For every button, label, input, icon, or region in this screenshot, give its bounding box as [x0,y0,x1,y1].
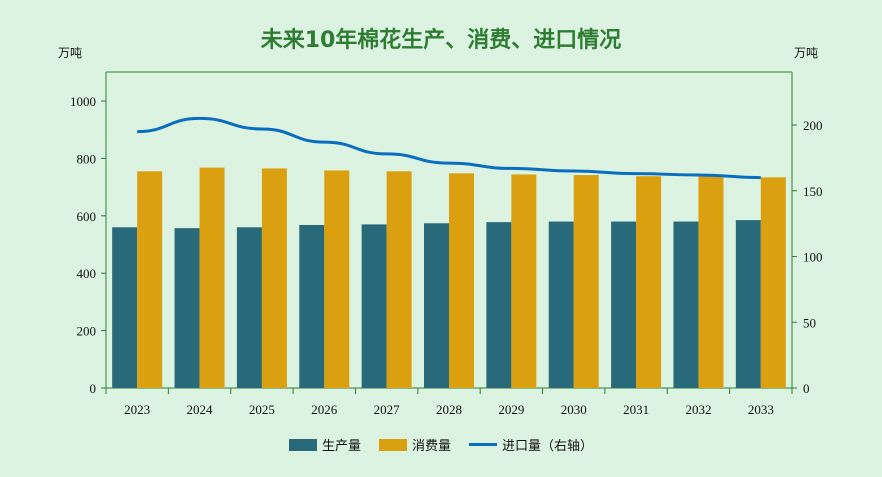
line-imports [137,116,761,180]
right-axis-unit: 万吨 [794,46,819,60]
bar-consumption [261,168,287,388]
bar-production [735,220,761,388]
x-tick-label: 2033 [748,402,774,417]
legend-item-production: 生产量 [288,435,361,454]
bar-production [361,224,387,388]
x-tick-label: 2024 [187,402,214,417]
bar-production [174,228,200,388]
legend-swatch-production [288,438,317,451]
bar-consumption [760,177,786,388]
x-tick-label: 2026 [311,402,338,417]
left-tick-label: 400 [77,266,97,281]
legend-swatch-consumption [378,438,407,451]
legend-label-consumption: 消费量 [411,439,451,454]
bar-production [486,222,512,388]
left-tick-label: 800 [77,151,97,166]
right-tick-label: 200 [803,118,823,133]
left-tick-label: 1000 [70,94,96,109]
chart-title: 未来10年棉花生产、消费、进口情况 [260,28,622,53]
bar-consumption [636,176,662,388]
x-tick-label: 2025 [249,402,275,417]
bar-production [299,224,325,388]
left-tick-label: 200 [77,324,97,339]
left-axis-unit: 万吨 [58,46,83,60]
bar-consumption [386,171,412,388]
right-tick-label: 150 [803,184,823,199]
x-tick-label: 2031 [623,402,649,417]
legend: 生产量 消费量 进口量（右轴） [0,435,882,454]
bar-production [424,223,449,388]
x-tick-label: 2028 [436,402,462,417]
left-tick-label: 0 [90,381,97,396]
bar-production [548,221,574,388]
x-tick-label: 2030 [561,402,587,417]
x-tick-label: 2023 [124,402,150,417]
legend-item-consumption: 消费量 [378,435,451,454]
right-tick-label: 50 [803,315,816,330]
x-tick-label: 2027 [374,402,401,417]
x-tick-label: 2029 [498,402,524,417]
bar-production [112,227,138,388]
bar-consumption [573,175,599,388]
right-tick-label: 100 [803,250,823,265]
bar-production [611,221,637,388]
bar-consumption [199,167,225,388]
left-tick-label: 600 [77,209,97,224]
legend-label-production: 生产量 [321,439,361,454]
bar-production [236,227,262,388]
bar-consumption [449,173,474,388]
legend-item-imports: 进口量（右轴） [469,435,593,454]
bar-consumption [324,170,350,388]
legend-swatch-imports [469,443,497,446]
x-tick-label: 2032 [685,402,711,417]
bar-consumption [698,176,724,388]
legend-label-imports: 进口量（右轴） [502,439,594,454]
bar-production [673,221,699,388]
bar-consumption [137,171,163,388]
right-tick-label: 0 [803,381,810,396]
bar-consumption [511,174,537,388]
